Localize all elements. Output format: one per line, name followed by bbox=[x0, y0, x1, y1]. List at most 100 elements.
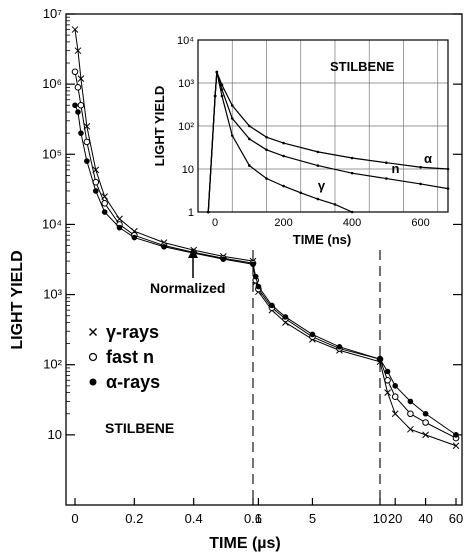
neutron-point-5 bbox=[101, 200, 108, 207]
inset-y-tick-label-0: 1 bbox=[188, 207, 194, 219]
main-x-tick-label-8: 40 bbox=[418, 511, 432, 526]
legend-label-2: α-rays bbox=[106, 372, 160, 392]
neutron-point-22 bbox=[422, 419, 429, 426]
alpha-point-8 bbox=[161, 243, 167, 250]
main-x-tick-label-0: 0 bbox=[71, 511, 78, 526]
normalized-annotation: Normalized bbox=[150, 280, 225, 296]
legend-marker-alpha bbox=[89, 378, 97, 386]
main-x-tick-label-5: 5 bbox=[309, 511, 316, 526]
inset-point-1-4 bbox=[230, 117, 234, 120]
inset-series-label-0: α bbox=[424, 151, 432, 166]
alpha-point-4 bbox=[92, 188, 99, 194]
inset-point-1-10 bbox=[385, 177, 388, 180]
inset-plot-frame bbox=[197, 39, 449, 213]
neutron-point-21 bbox=[407, 410, 414, 418]
alpha-point-22 bbox=[422, 410, 429, 417]
gamma-point-23 bbox=[452, 442, 460, 450]
main-y-tick-label-5: 10⁶ bbox=[42, 76, 62, 91]
inset-x-ticks: 0 200 400 600 bbox=[212, 217, 430, 229]
main-stilbene-label: STILBENE bbox=[105, 420, 174, 436]
inset-title: STILBENE bbox=[330, 59, 395, 74]
inset-x-tick-label-3: 600 bbox=[411, 217, 429, 229]
normalized-arrowhead bbox=[188, 248, 198, 258]
inset-point-1-7 bbox=[282, 154, 285, 158]
alpha-point-16 bbox=[309, 331, 316, 338]
main-plot-frame bbox=[65, 13, 463, 506]
inset-series-label-1: n bbox=[391, 161, 399, 176]
inset-series-line-2 bbox=[207, 71, 353, 213]
inset-point-2-3 bbox=[220, 94, 224, 98]
main-x-tick-label-6: 10 bbox=[373, 511, 387, 526]
inset-x-tick-label-0: 0 bbox=[212, 217, 218, 229]
main-y-tick-label-2: 10³ bbox=[43, 287, 62, 302]
inset-point-2-2 bbox=[215, 70, 219, 74]
inset-point-1-5 bbox=[248, 137, 251, 141]
inset-y-tick-label-4: 10⁴ bbox=[177, 35, 194, 47]
inset-x-tick-label-1: 200 bbox=[274, 217, 292, 229]
inset-point-0-4 bbox=[230, 104, 234, 107]
inset-series-label-2: γ bbox=[318, 178, 326, 193]
main-x-tick-label-3: 0.6 bbox=[244, 511, 262, 526]
main-x-tick-label-7: 20 bbox=[388, 511, 402, 526]
gamma-point-2 bbox=[77, 75, 85, 82]
gamma-point-21 bbox=[407, 425, 414, 433]
inset-point-1-6 bbox=[265, 148, 268, 152]
legend-label-0: γ-rays bbox=[106, 322, 159, 342]
gamma-point-19 bbox=[384, 389, 391, 396]
inset-y-tick-label-2: 10² bbox=[178, 121, 194, 133]
inset-y-axis-label: LIGHT YIELD bbox=[152, 86, 167, 167]
inset-chart: 1 10 10² 10³ 10⁴ 0 200 400 600 α n γ STILBENE LIG… bbox=[152, 35, 450, 247]
inset-point-1-9 bbox=[350, 171, 354, 175]
inset-point-1-8 bbox=[316, 164, 320, 167]
main-x-tick-label-4: 1 bbox=[255, 511, 262, 526]
inset-point-0-11 bbox=[419, 165, 422, 169]
inset-point-2-5 bbox=[248, 164, 251, 167]
gamma-point-22 bbox=[422, 431, 429, 439]
main-x-tick-label-1: 0.2 bbox=[125, 511, 143, 526]
neutron-point-2 bbox=[77, 101, 85, 109]
alpha-point-0 bbox=[72, 102, 78, 109]
inset-x-tick-label-2: 400 bbox=[343, 217, 361, 229]
alpha-point-5 bbox=[101, 209, 108, 215]
alpha-point-15 bbox=[282, 314, 289, 320]
inset-point-0-9 bbox=[350, 156, 354, 160]
alpha-point-7 bbox=[131, 234, 138, 241]
inset-point-2-9 bbox=[316, 197, 320, 201]
inset-point-0-5 bbox=[248, 124, 251, 128]
inset-point-2-4 bbox=[230, 134, 234, 137]
gamma-point-20 bbox=[391, 410, 399, 418]
alpha-point-21 bbox=[407, 398, 414, 405]
main-x-tick-label-9: 60 bbox=[449, 511, 463, 526]
inset-point-0-7 bbox=[282, 141, 285, 145]
main-x-axis-label: TIME (µs) bbox=[209, 535, 280, 552]
alpha-point-14 bbox=[269, 302, 275, 309]
alpha-point-3 bbox=[84, 158, 90, 164]
inset-y-tick-label-1: 10 bbox=[182, 164, 194, 176]
alpha-point-18 bbox=[377, 356, 383, 362]
inset-point-2-1 bbox=[213, 94, 217, 98]
neutron-point-1 bbox=[74, 84, 82, 91]
inset-x-axis-label: TIME (ns) bbox=[293, 232, 352, 247]
inset-point-2-11 bbox=[350, 210, 354, 214]
inset-point-1-12 bbox=[446, 187, 450, 190]
inset-point-2-8 bbox=[299, 191, 303, 195]
main-y-axis-label: LIGHT YIELD bbox=[9, 250, 26, 349]
alpha-point-11 bbox=[250, 261, 256, 268]
alpha-point-23 bbox=[453, 432, 459, 438]
neutron-point-3 bbox=[83, 138, 91, 146]
legend-marker-gamma bbox=[89, 328, 97, 336]
main-x-tick-label-2: 0.4 bbox=[185, 511, 203, 526]
main-y-tick-label-1: 10² bbox=[43, 357, 62, 372]
inset-point-0-12 bbox=[446, 167, 450, 171]
main-y-tick-label-3: 10⁴ bbox=[42, 216, 62, 231]
main-y-tick-label-6: 10⁷ bbox=[43, 6, 62, 21]
gamma-point-0 bbox=[71, 26, 79, 33]
gamma-point-1 bbox=[74, 47, 82, 55]
main-y-tick-label-0: 10 bbox=[48, 427, 62, 442]
inset-point-2-10 bbox=[333, 203, 337, 206]
inset-point-0-8 bbox=[316, 150, 320, 154]
main-y-tick-label-4: 10⁵ bbox=[42, 146, 62, 161]
